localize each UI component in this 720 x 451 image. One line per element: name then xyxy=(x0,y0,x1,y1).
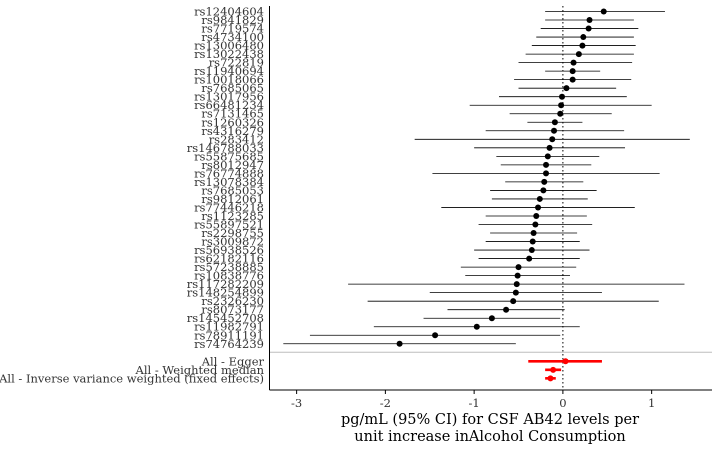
snp-label: rs145452708 xyxy=(187,311,264,325)
snp-point-estimate xyxy=(396,340,403,347)
snp-label: rs4316279 xyxy=(201,124,264,138)
snp-point-estimate xyxy=(512,289,519,296)
snp-label: rs8073177 xyxy=(201,303,264,317)
snp-label: rs57238885 xyxy=(194,260,264,274)
snp-label: rs4734100 xyxy=(201,30,264,44)
snp-point-estimate xyxy=(510,298,517,305)
snp-point-estimate xyxy=(532,221,539,228)
snp-point-estimate xyxy=(529,238,536,245)
snp-point-estimate xyxy=(513,281,520,288)
snp-label: rs7685053 xyxy=(201,183,264,197)
snp-label: rs11982791 xyxy=(194,320,264,334)
snp-label: rs722819 xyxy=(209,56,264,70)
snp-label: rs2326230 xyxy=(201,294,264,308)
snp-point-estimate xyxy=(563,85,570,92)
summary-point-estimate xyxy=(547,375,554,382)
snp-label: rs1123285 xyxy=(201,209,264,223)
axes xyxy=(269,6,712,391)
snp-label: rs55875685 xyxy=(194,149,264,163)
snp-point-estimate xyxy=(544,153,551,160)
snp-point-estimate xyxy=(549,136,556,143)
snp-label: rs1260326 xyxy=(201,115,264,129)
snp-point-estimate xyxy=(488,315,495,322)
snp-label: rs66481234 xyxy=(194,98,264,112)
snp-point-estimate xyxy=(557,110,564,117)
snp-label: rs11940694 xyxy=(194,64,264,78)
snp-label: rs10838776 xyxy=(194,269,264,283)
snp-point-estimate xyxy=(551,127,558,134)
snp-label: rs3009872 xyxy=(201,235,264,249)
snp-label: rs13078384 xyxy=(194,175,264,189)
snp-point-estimate xyxy=(569,76,576,83)
snp-point-estimate xyxy=(530,230,537,237)
snp-label: rs8012947 xyxy=(201,158,264,172)
snp-label: rs9812061 xyxy=(201,192,264,206)
snp-point-estimate xyxy=(536,195,543,202)
snp-point-estimate xyxy=(543,170,550,177)
snp-point-estimate xyxy=(579,42,586,49)
snp-point-estimate xyxy=(526,255,533,262)
snp-point-estimate xyxy=(586,17,593,24)
snp-label: rs7719574 xyxy=(201,22,264,36)
snp-point-estimate xyxy=(585,25,592,32)
snp-point-estimate xyxy=(541,178,548,185)
snp-label: rs10018066 xyxy=(194,73,264,87)
snp-label: rs2298755 xyxy=(201,226,264,240)
summary-point-estimate xyxy=(562,358,569,365)
summary-label: All - Inverse variance weighted (fixed e… xyxy=(0,371,264,385)
snp-point-estimate xyxy=(546,144,553,151)
snp-label: rs56938526 xyxy=(194,243,264,257)
snp-label: rs78911191 xyxy=(194,328,264,342)
snp-point-estimate xyxy=(540,187,547,194)
snp-point-estimate xyxy=(503,306,510,313)
x-axis-title-line-2: unit increase inAlcohol Consumption xyxy=(354,429,625,445)
snp-label: rs76774888 xyxy=(194,166,264,180)
snp-label: rs74764239 xyxy=(194,337,264,351)
x-ticks: -3 -2 -1 0 1 xyxy=(291,390,655,410)
snp-point-estimate xyxy=(515,264,522,271)
snp-label: rs117282209 xyxy=(187,277,264,291)
snp-point-estimate xyxy=(535,204,542,211)
snp-point-estimate xyxy=(580,34,587,41)
snp-point-estimate xyxy=(528,247,535,254)
snp-point-estimate xyxy=(600,8,607,15)
snp-label: rs13017956 xyxy=(194,90,264,104)
confidence-interval-layer xyxy=(283,11,690,380)
snp-label: rs7131465 xyxy=(201,107,264,121)
x-tick-label: -2 xyxy=(380,396,391,410)
snp-label: rs148254899 xyxy=(187,286,264,300)
y-tick-labels: rs12404604rs9841829rs7719574rs4734100rs1… xyxy=(0,5,265,386)
snp-label: rs13022438 xyxy=(194,47,264,61)
x-tick-label: -1 xyxy=(469,396,480,410)
snp-point-estimate xyxy=(432,332,439,339)
snp-label: rs9841829 xyxy=(201,13,264,27)
summary-point-estimate xyxy=(550,366,557,373)
snp-label: rs146788033 xyxy=(187,141,264,155)
snp-point-estimate xyxy=(569,68,576,75)
snp-point-estimate xyxy=(533,212,540,219)
snp-point-estimate xyxy=(558,102,565,109)
x-tick-label: -3 xyxy=(291,396,302,410)
snp-label: rs77446218 xyxy=(194,200,264,214)
snp-point-estimate xyxy=(570,59,577,66)
point-estimate-layer xyxy=(396,8,607,382)
snp-point-estimate xyxy=(551,119,558,126)
snp-label: rs7685065 xyxy=(201,81,264,95)
snp-point-estimate xyxy=(559,93,566,100)
snp-label: rs13006480 xyxy=(194,39,264,53)
x-tick-label: 0 xyxy=(559,396,566,410)
snp-label: rs12404604 xyxy=(194,5,264,19)
snp-label: rs62182116 xyxy=(194,252,264,266)
snp-point-estimate xyxy=(543,161,550,168)
snp-label: rs283412 xyxy=(209,132,264,146)
x-axis-title-line-1: pg/mL (95% CI) for CSF AB42 levels per xyxy=(341,412,639,428)
snp-point-estimate xyxy=(575,51,582,58)
summary-label: All - Egger xyxy=(201,354,265,368)
x-tick-label: 1 xyxy=(648,396,655,410)
snp-point-estimate xyxy=(473,323,480,330)
snp-label: rs55897521 xyxy=(194,218,264,232)
snp-point-estimate xyxy=(514,272,521,279)
summary-label: All - Weighted median xyxy=(135,363,265,377)
